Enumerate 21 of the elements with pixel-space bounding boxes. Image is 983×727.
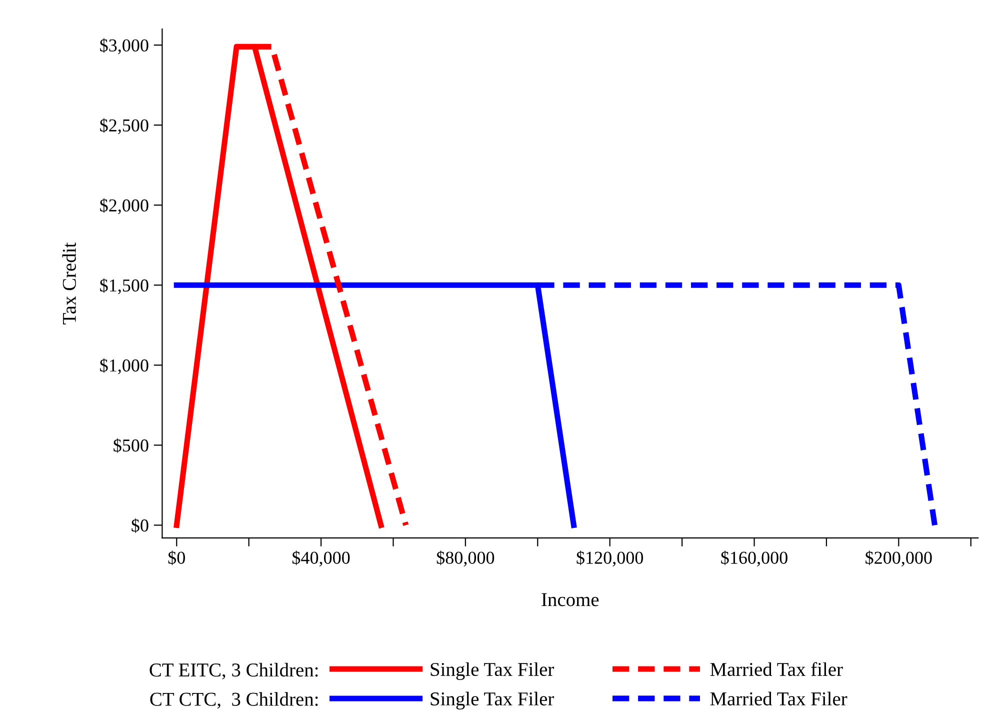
legend-label: Married Tax Filer xyxy=(710,692,848,706)
y-tick-label: $500 xyxy=(114,438,148,453)
legend-label: Single Tax Filer xyxy=(430,692,554,710)
x-axis-title: Income xyxy=(542,593,599,606)
y-tick-label: $2,000 xyxy=(100,198,148,214)
x-tick-label: $200,000 xyxy=(866,550,932,566)
y-tick-label: $3,000 xyxy=(100,38,148,54)
y-tick-label: $1,500 xyxy=(100,278,148,294)
x-tick-label: $120,000 xyxy=(576,550,644,566)
text: CT EITC, 3 Children: xyxy=(150,662,318,680)
legend-label: Married Tax filer xyxy=(710,662,843,676)
y-tick-label: $1,000 xyxy=(100,358,148,374)
legend-label: Single Tax Filer xyxy=(430,662,554,680)
y-tick-label: $0 xyxy=(132,518,148,533)
x-tick-label: $160,000 xyxy=(721,550,788,566)
x-tick-label: $0 xyxy=(168,550,185,566)
y-tick-label: $2,500 xyxy=(100,118,148,134)
x-tick-label: $40,000 xyxy=(292,550,350,566)
x-tick-label: $80,000 xyxy=(436,550,494,566)
y-axis-title: Tax Credit xyxy=(62,242,76,324)
text: CT CTC, 3 Children: xyxy=(150,692,318,709)
